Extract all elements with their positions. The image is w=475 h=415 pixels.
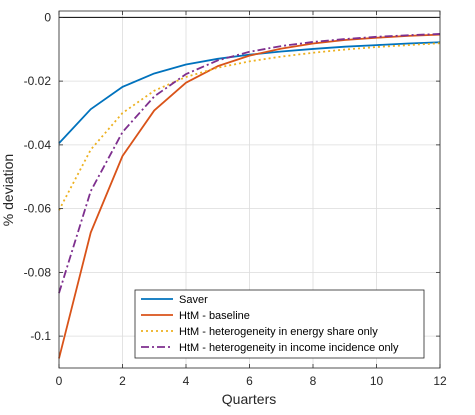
y-tick-label: -0.06 xyxy=(24,202,52,216)
series-line-4 xyxy=(58,33,441,294)
x-tick-label: 2 xyxy=(119,374,126,388)
x-axis-label: Quarters xyxy=(222,391,276,407)
x-tick-label: 10 xyxy=(370,374,384,388)
legend-label: HtM - heterogeneity in income incidence … xyxy=(179,342,399,354)
x-tick-label: 6 xyxy=(246,374,253,388)
y-axis-label: % deviation xyxy=(0,154,16,226)
legend: Saver HtM - baseline HtM - heterogeneity i… xyxy=(134,289,425,359)
legend-label: HtM - heterogeneity in energy share only xyxy=(179,326,378,338)
x-tick-label: 4 xyxy=(183,374,190,388)
y-tick-label: 0 xyxy=(44,10,51,24)
x-tick-label: 12 xyxy=(433,374,447,388)
legend-box xyxy=(134,289,425,359)
series-line-1 xyxy=(58,41,441,144)
legend-label: HtM - baseline xyxy=(179,310,250,322)
series-line-2 xyxy=(58,33,441,359)
grid xyxy=(58,11,441,368)
y-tick-label: -0.04 xyxy=(24,138,52,152)
y-tick-label: -0.1 xyxy=(30,329,51,343)
series-layer xyxy=(58,33,441,359)
axis-ticks: 0 2 4 6 8 10 12 0 -0.02 -0.04 -0.06 -0.08 -0.1 xyxy=(24,10,447,388)
legend-label: Saver xyxy=(179,294,208,306)
x-tick-label: 0 xyxy=(56,374,63,388)
x-tick-label: 8 xyxy=(310,374,317,388)
series-line-3 xyxy=(58,42,441,211)
y-tick-label: -0.02 xyxy=(24,74,52,88)
y-tick-label: -0.08 xyxy=(24,265,52,279)
